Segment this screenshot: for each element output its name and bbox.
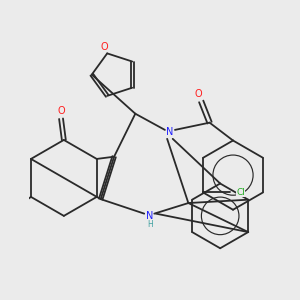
- Text: Cl: Cl: [236, 188, 245, 197]
- Text: O: O: [195, 89, 202, 99]
- Text: N: N: [146, 211, 153, 221]
- Text: H: H: [147, 220, 153, 229]
- Text: O: O: [57, 106, 65, 116]
- Text: O: O: [100, 42, 108, 52]
- Text: N: N: [166, 127, 174, 137]
